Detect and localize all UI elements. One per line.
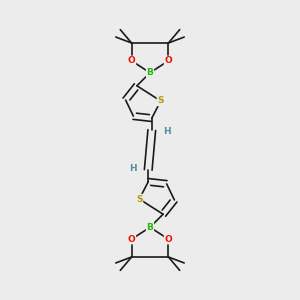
Text: O: O bbox=[128, 56, 135, 65]
Text: O: O bbox=[165, 56, 172, 65]
Text: S: S bbox=[136, 194, 142, 203]
Text: H: H bbox=[129, 164, 137, 173]
Text: O: O bbox=[128, 235, 135, 244]
Text: S: S bbox=[158, 97, 164, 106]
Text: B: B bbox=[147, 68, 153, 77]
Text: B: B bbox=[147, 223, 153, 232]
Text: O: O bbox=[165, 235, 172, 244]
Text: H: H bbox=[163, 127, 170, 136]
